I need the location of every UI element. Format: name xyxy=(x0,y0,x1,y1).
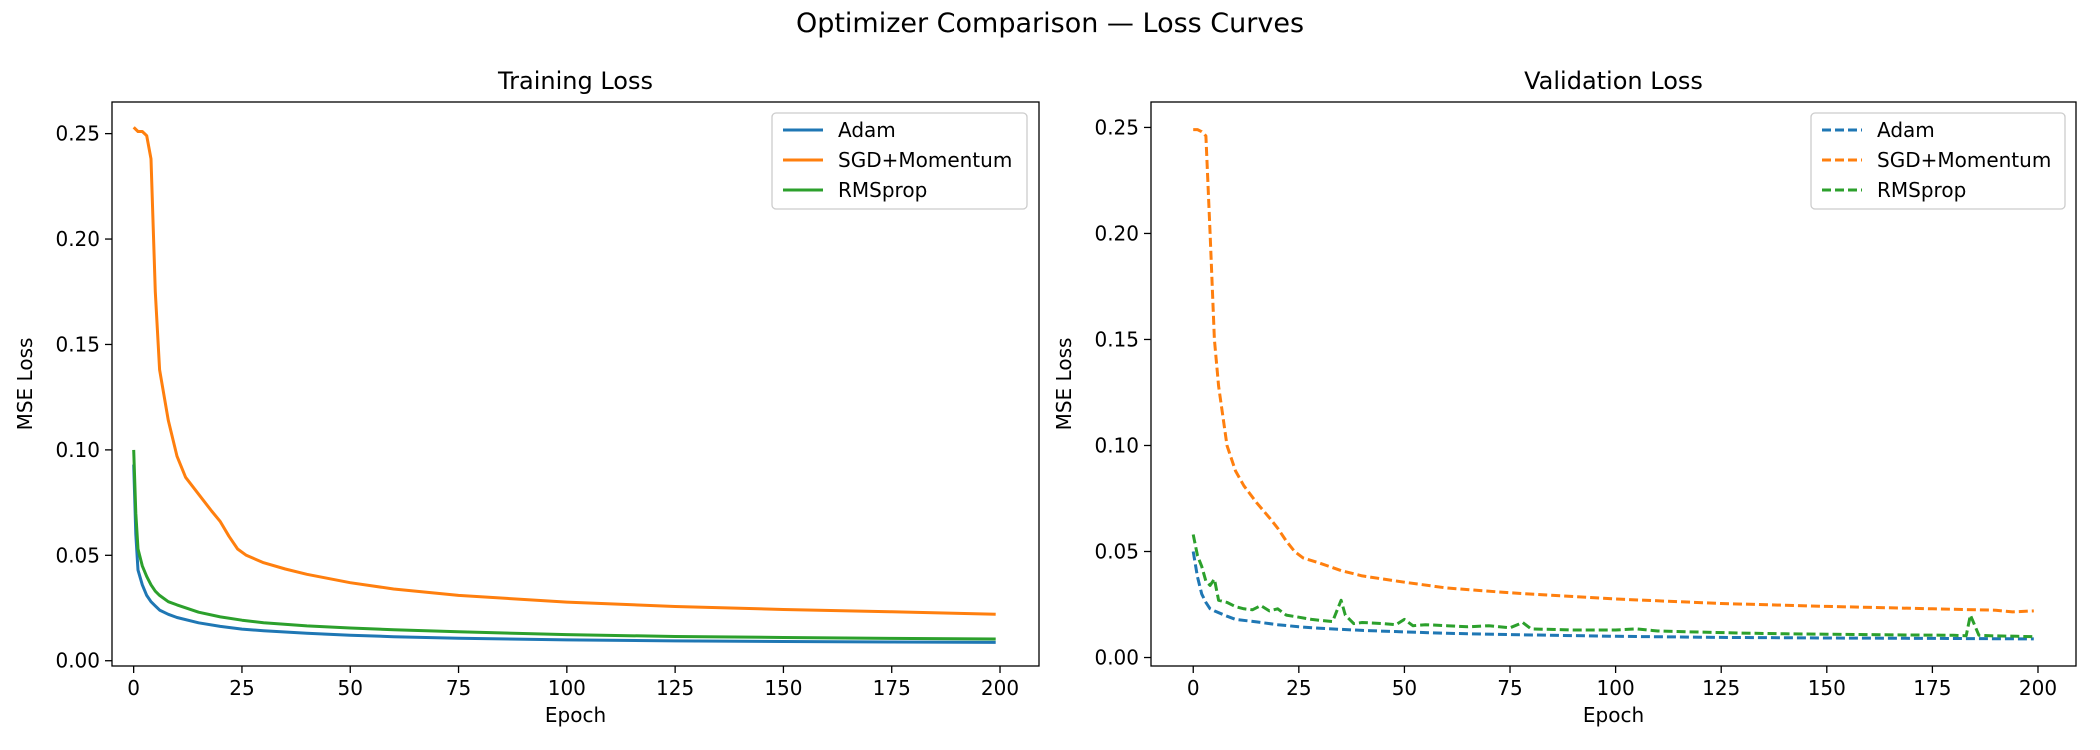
panel-2-x-axis-label: Epoch xyxy=(1583,703,1644,727)
panel-1-y-tick-label: 0.05 xyxy=(55,543,100,567)
panel-1-x-tick-label: 0 xyxy=(127,676,140,700)
panel-2-y-tick-label: 0.05 xyxy=(1094,540,1139,564)
panel-1-y-axis-label: MSE Loss xyxy=(13,338,37,431)
panel-2-y-axis-label: MSE Loss xyxy=(1052,338,1076,431)
panel-1-x-tick-label: 50 xyxy=(338,676,363,700)
panel-2-plot-frame xyxy=(1150,101,2077,667)
panel-1-legend-label: SGD+Momentum xyxy=(838,148,1012,172)
panel-1-legend-box xyxy=(771,112,1028,210)
panel-1-x-tick-label: 175 xyxy=(873,676,911,700)
panel-2-x-tick-label: 100 xyxy=(1597,676,1635,700)
panel-2-legend-label: SGD+Momentum xyxy=(1877,148,2051,172)
panel-1-x-axis-label: Epoch xyxy=(545,703,606,727)
panel-2-x-tick-label: 0 xyxy=(1187,676,1200,700)
panel-1-x-tick-label: 100 xyxy=(548,676,586,700)
panel-2-y-tick-label: 0.10 xyxy=(1094,433,1139,457)
panel-2-x-tick-label: 200 xyxy=(2019,676,2057,700)
panel-1-x-tick-label: 25 xyxy=(229,676,254,700)
panel-2-title: Validation Loss xyxy=(1524,67,1703,95)
panel-1-x-tick-label: 150 xyxy=(764,676,802,700)
panel-1-x-tick-label: 200 xyxy=(981,676,1019,700)
panel-1-series-sgd-momentum-line xyxy=(132,126,996,616)
panel-1-x-tick-label: 75 xyxy=(446,676,471,700)
panel-2: 0 25 50 75 100 125 150 175 200 0.00 0.05 0.10 0.15 0.… xyxy=(1052,67,2077,727)
panel-2-y-tick-label: 0.20 xyxy=(1094,221,1139,245)
panel-1-title: Training Loss xyxy=(497,67,653,95)
panel-1-series-rmsprop-line xyxy=(132,449,996,641)
panel-2-y-tick-label: 0.15 xyxy=(1094,327,1139,351)
panel-2-x-tick-label: 125 xyxy=(1702,676,1740,700)
panel-2-x-tick-label: 25 xyxy=(1286,676,1311,700)
panel-2-y-tick-label: 0.00 xyxy=(1094,646,1139,670)
panel-2-x-tick-label: 50 xyxy=(1392,676,1417,700)
panel-1-x-tick-label: 125 xyxy=(656,676,694,700)
panel-1-plot-frame xyxy=(111,101,1040,667)
panel-1: 0 25 50 75 100 125 150 175 200 0.00 0.05 0.10 0.15 0.… xyxy=(13,67,1040,727)
panel-2-series-adam-line xyxy=(1191,551,2034,641)
panel-1-y-tick-label: 0.10 xyxy=(55,438,100,462)
panel-1-legend-label: RMSprop xyxy=(838,178,927,202)
panel-2-x-tick-label: 150 xyxy=(1808,676,1846,700)
panel-2-x-tick-label: 175 xyxy=(1913,676,1951,700)
panel-1-series-adam-line xyxy=(132,464,996,644)
panel-1-legend-label: Adam xyxy=(838,118,896,142)
panel-1-y-tick-label: 0.00 xyxy=(55,649,100,673)
panel-1-y-tick-label: 0.15 xyxy=(55,332,100,356)
panel-2-series-rmsprop-line xyxy=(1191,534,2034,639)
panel-1-y-tick-label: 0.25 xyxy=(55,122,100,146)
panel-2-legend: Adam SGD+Momentum RMSprop xyxy=(1810,112,2066,210)
panel-2-x-tick-label: 75 xyxy=(1497,676,1522,700)
panel-1-y-tick-label: 0.20 xyxy=(55,227,100,251)
panel-2-legend-box xyxy=(1810,112,2066,210)
panel-2-legend-label: Adam xyxy=(1877,118,1935,142)
figure-suptitle: Optimizer Comparison — Loss Curves xyxy=(795,8,1305,39)
panel-2-legend-label: RMSprop xyxy=(1877,178,1966,202)
panel-2-y-tick-label: 0.25 xyxy=(1094,115,1139,139)
panel-1-legend: Adam SGD+Momentum RMSprop xyxy=(771,112,1028,210)
panel-2-series-sgd-momentum-line xyxy=(1193,128,2034,614)
